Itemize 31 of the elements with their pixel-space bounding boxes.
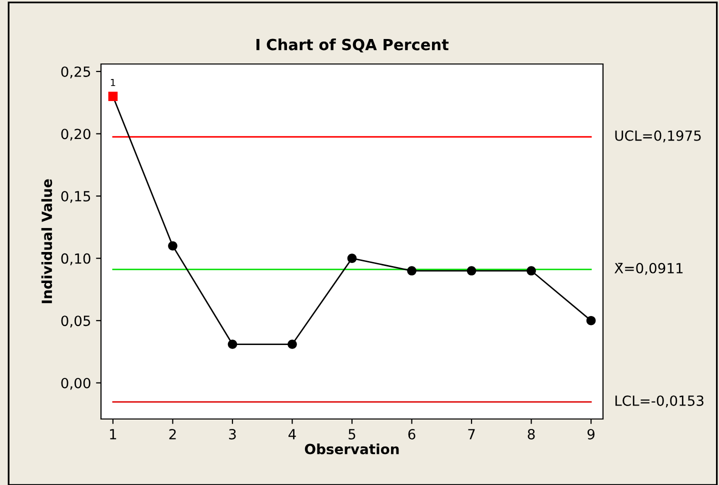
x-tick-label: 3 <box>229 428 236 440</box>
x-tick-label: 2 <box>169 428 176 440</box>
y-tick-label: 0,10 <box>61 253 90 266</box>
ref-line-label: X̄=0,0911 <box>614 262 683 275</box>
y-tick-label: 0,20 <box>61 128 90 141</box>
y-tick-label: 0,00 <box>61 378 90 390</box>
x-tick-label: 9 <box>588 428 594 440</box>
y-tick-label: 0,05 <box>61 316 90 328</box>
point <box>586 316 596 326</box>
point <box>168 241 178 251</box>
y-tick-label: 0,25 <box>61 66 90 78</box>
annotation: 1 <box>110 78 116 86</box>
point <box>526 266 536 276</box>
ref-line-label: UCL=0,1975 <box>615 130 701 142</box>
chart-title: I Chart of SQA Percent <box>256 38 449 52</box>
x-tick-label: 8 <box>528 428 535 440</box>
y-tick-label: 0,15 <box>61 191 90 203</box>
point <box>347 254 357 263</box>
point <box>407 266 416 276</box>
x-axis-title: Observation <box>304 444 399 454</box>
x-tick-label: 1 <box>110 429 116 440</box>
x-tick-label: 5 <box>348 429 356 440</box>
point <box>466 266 476 276</box>
point <box>288 340 297 349</box>
point <box>108 92 118 102</box>
x-tick-label: 7 <box>468 429 475 440</box>
y-axis-title: Individual Value <box>41 179 52 304</box>
x-tick-label: 4 <box>288 429 296 440</box>
ref-line-label: LCL=-0,0153 <box>615 395 704 408</box>
x-tick-label: 6 <box>408 428 416 440</box>
point <box>228 340 238 349</box>
